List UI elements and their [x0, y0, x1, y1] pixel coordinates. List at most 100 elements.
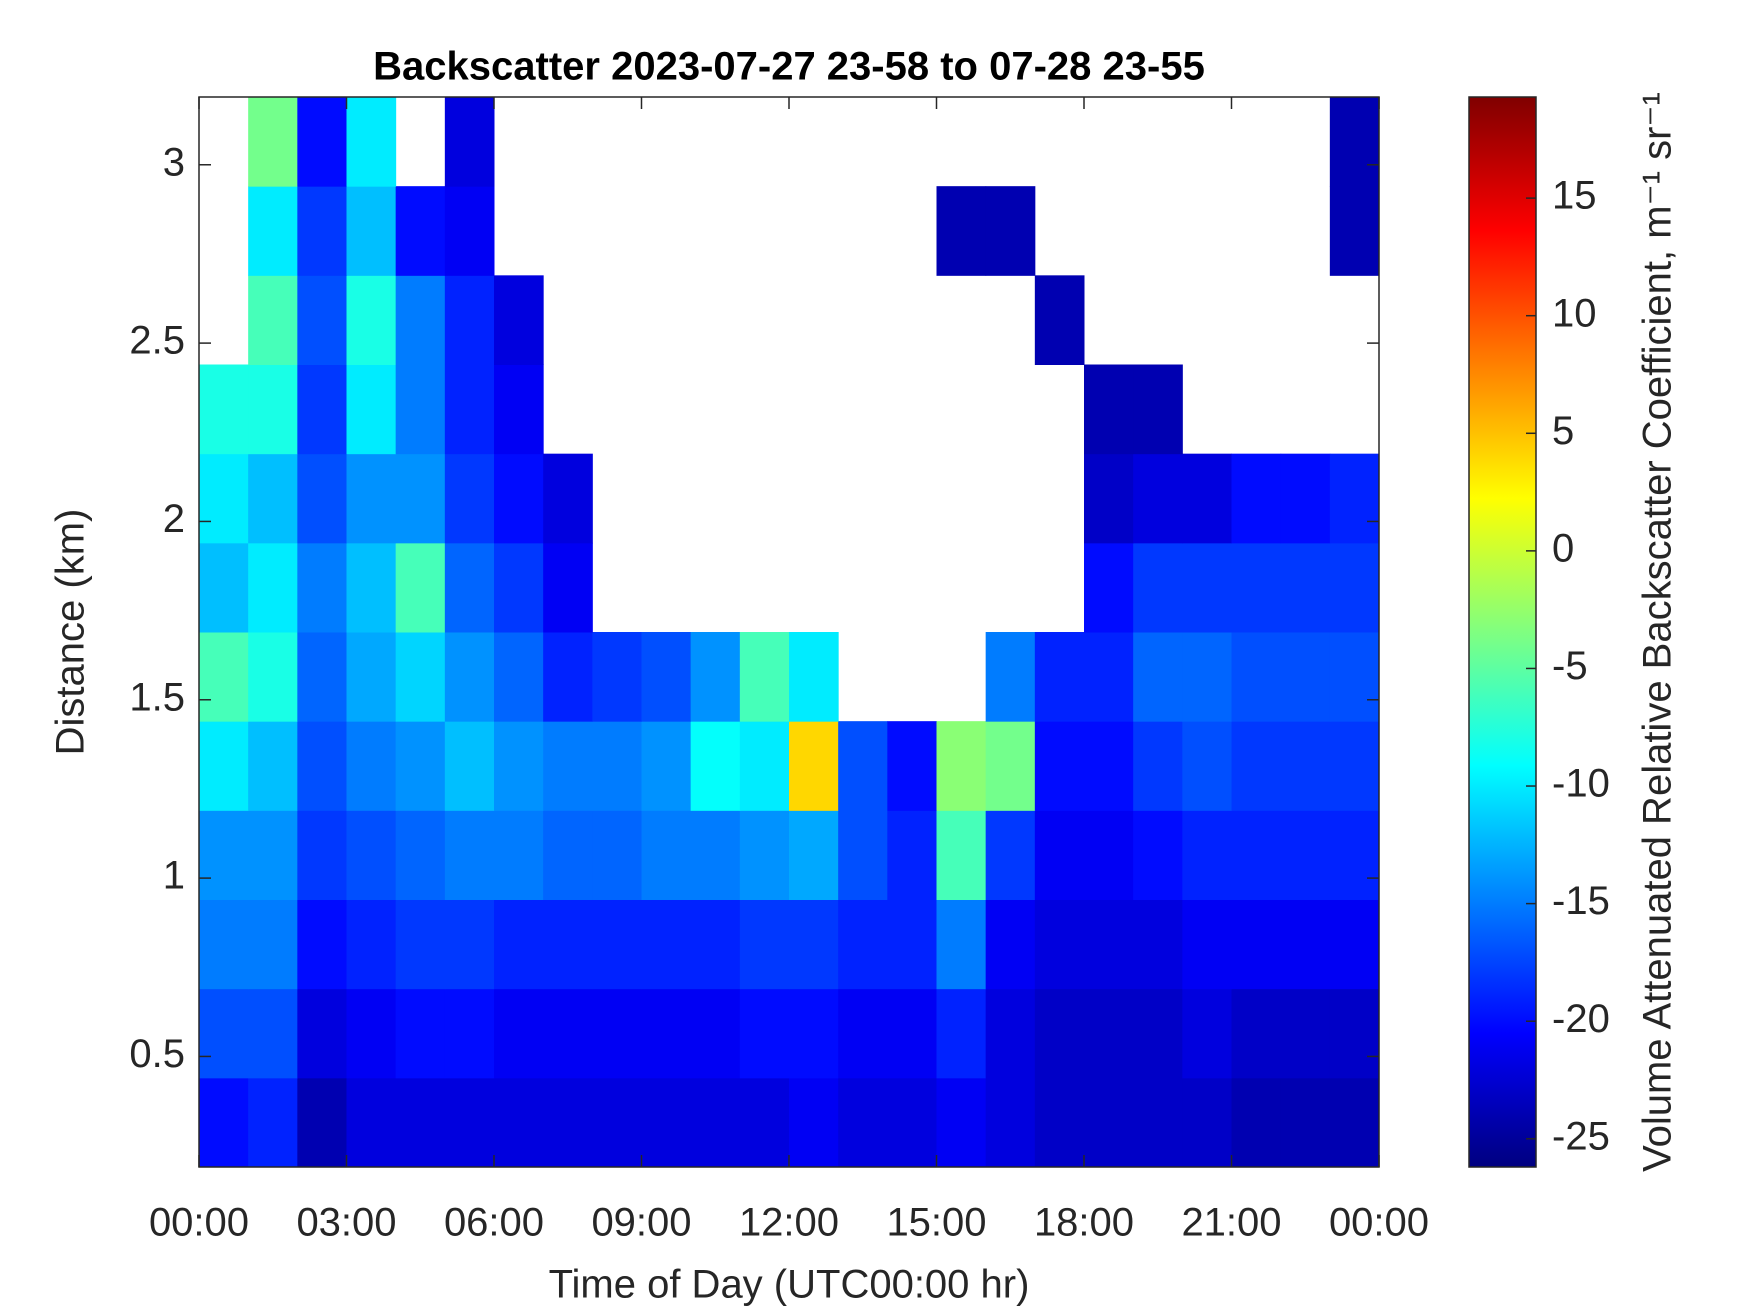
heatmap-cell — [248, 721, 298, 811]
heatmap-cell — [1280, 453, 1331, 544]
heatmap-cell — [248, 542, 298, 633]
heatmap-cell — [690, 988, 741, 1079]
heatmap-cell — [199, 810, 249, 900]
heatmap-cell — [1231, 453, 1282, 544]
heatmap-cell — [1084, 542, 1134, 633]
heatmap-cell — [1133, 810, 1183, 900]
x-tick-label: 09:00 — [591, 1201, 691, 1245]
heatmap-cell — [985, 899, 1036, 990]
heatmap-cell — [1280, 810, 1331, 900]
heatmap-cell — [494, 275, 544, 365]
heatmap-cell — [690, 810, 741, 900]
y-tick-label: 0.5 — [129, 1032, 185, 1076]
heatmap-cell — [494, 988, 544, 1079]
heatmap-cell — [887, 810, 937, 900]
heatmap-cell — [1182, 632, 1232, 722]
x-tick-label: 00:00 — [1329, 1201, 1429, 1245]
x-tick-label: 18:00 — [1034, 1201, 1134, 1245]
colorbar-tick-label: -20 — [1552, 997, 1610, 1041]
heatmap-cell — [395, 632, 446, 722]
heatmap-cell — [494, 899, 544, 990]
y-tick-label: 2.5 — [129, 319, 185, 363]
heatmap-cell — [444, 721, 495, 811]
heatmap-cell — [543, 542, 593, 633]
heatmap-cell — [1084, 453, 1134, 544]
heatmap-cell — [1133, 542, 1183, 633]
heatmap-cell — [1280, 542, 1331, 633]
heatmap-cell — [1231, 1077, 1282, 1168]
heatmap-cell — [1329, 453, 1380, 544]
heatmap-cell — [444, 632, 495, 722]
heatmap-cell — [444, 275, 495, 365]
heatmap-cell — [690, 1077, 741, 1168]
heatmap-cell — [887, 721, 937, 811]
heatmap-cell — [1182, 542, 1232, 633]
heatmap-cell — [395, 810, 446, 900]
heatmap-cell — [1084, 721, 1134, 811]
colorbar — [1468, 96, 1537, 1168]
heatmap-cell — [395, 542, 446, 633]
heatmap-cell — [248, 364, 298, 455]
heatmap-cell — [1084, 1077, 1134, 1168]
heatmap-cell — [1133, 721, 1183, 811]
heatmap-cell — [248, 275, 298, 365]
heatmap-cell — [592, 899, 642, 990]
heatmap-cell — [1329, 97, 1380, 187]
heatmap-cell — [444, 1077, 495, 1168]
heatmap-cell — [936, 810, 987, 900]
heatmap-cell — [297, 186, 347, 276]
y-tick-label: 2 — [163, 497, 185, 541]
colorbar-tick-label: 0 — [1552, 526, 1574, 570]
heatmap-cell — [1084, 364, 1134, 455]
heatmap-cell — [494, 810, 544, 900]
heatmap-cell — [1034, 988, 1085, 1079]
heatmap-cell — [690, 899, 741, 990]
colorbar-label: Volume Attenuated Relative Backscatter C… — [1636, 92, 1680, 1172]
heatmap-cell — [739, 810, 790, 900]
heatmap-cell — [985, 721, 1036, 811]
heatmap-cell — [887, 988, 937, 1079]
heatmap-cell — [1280, 988, 1331, 1079]
heatmap-cell — [1084, 988, 1134, 1079]
heatmap-cell — [346, 810, 397, 900]
heatmap-cell — [1182, 1077, 1232, 1168]
heatmap-cell — [690, 721, 741, 811]
heatmap-cell — [887, 899, 937, 990]
heatmap-cell — [1133, 1077, 1183, 1168]
heatmap-cell — [592, 721, 642, 811]
heatmap-cell — [199, 364, 249, 455]
y-tick-label: 1 — [163, 854, 185, 898]
heatmap-cell — [690, 632, 741, 722]
heatmap-cell — [789, 1077, 839, 1168]
heatmap-cell — [739, 632, 790, 722]
heatmap-cell — [1280, 1077, 1331, 1168]
heatmap-cell — [739, 1077, 790, 1168]
heatmap-cell — [444, 899, 495, 990]
x-tick-label: 21:00 — [1181, 1201, 1281, 1245]
heatmap-cell — [789, 632, 839, 722]
heatmap-cell — [346, 97, 397, 187]
heatmap-cell — [1034, 632, 1085, 722]
heatmap-cell — [395, 453, 446, 544]
x-tick-label: 03:00 — [296, 1201, 396, 1245]
heatmap-cell — [1084, 632, 1134, 722]
heatmap-cell — [936, 186, 987, 276]
heatmap-cell — [1329, 542, 1380, 633]
heatmap-cell — [395, 1077, 446, 1168]
heatmap-cell — [248, 453, 298, 544]
heatmap-cell — [838, 1077, 888, 1168]
heatmap-cell — [1280, 899, 1331, 990]
heatmap-cell — [936, 988, 987, 1079]
heatmap-cell — [494, 542, 544, 633]
heatmap-cell — [346, 186, 397, 276]
x-tick-label: 15:00 — [886, 1201, 986, 1245]
heatmap-cell — [395, 899, 446, 990]
heatmap-cell — [248, 899, 298, 990]
heatmap-cell — [199, 453, 249, 544]
heatmap-cell — [543, 453, 593, 544]
heatmap-cell — [346, 275, 397, 365]
heatmap-cell — [1329, 899, 1380, 990]
heatmap-cell — [1133, 988, 1183, 1079]
heatmap-cell — [395, 721, 446, 811]
heatmap-cell — [838, 899, 888, 990]
